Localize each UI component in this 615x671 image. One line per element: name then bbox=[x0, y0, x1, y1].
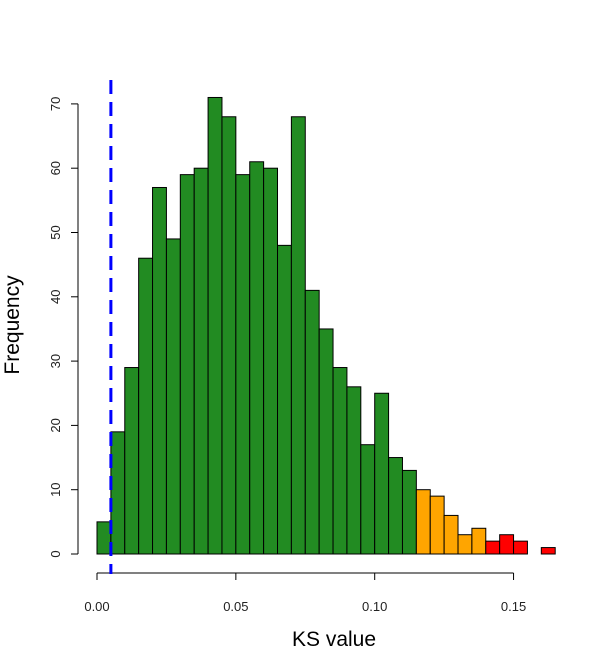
x-tick-label: 0.05 bbox=[223, 599, 248, 614]
histogram-bar bbox=[96, 521, 112, 555]
histogram-bar bbox=[499, 534, 515, 555]
x-tick-label: 0.15 bbox=[501, 599, 526, 614]
histogram-bar bbox=[124, 367, 140, 555]
y-tick-label: 20 bbox=[48, 418, 63, 432]
histogram-bar bbox=[249, 161, 265, 555]
histogram-bar bbox=[540, 547, 556, 555]
histogram-bar bbox=[415, 489, 431, 555]
histogram-bar bbox=[263, 167, 279, 555]
histogram-bar bbox=[277, 244, 292, 555]
histogram-bar bbox=[235, 174, 251, 555]
histogram-bar bbox=[207, 96, 223, 555]
histogram-bar bbox=[110, 431, 126, 555]
x-tick-label: 0.10 bbox=[362, 599, 387, 614]
x-tick-label: 0.00 bbox=[84, 599, 109, 614]
histogram-bar bbox=[318, 328, 334, 555]
y-tick-label: 10 bbox=[48, 482, 63, 496]
histogram-bar bbox=[193, 167, 209, 555]
histogram-bar bbox=[165, 238, 181, 555]
x-axis-title: KS value bbox=[292, 628, 376, 651]
histogram-bar bbox=[290, 116, 306, 555]
histogram-bar bbox=[179, 174, 195, 555]
histogram-bar bbox=[152, 186, 167, 555]
histogram-bar bbox=[374, 392, 390, 555]
histogram-bar bbox=[332, 367, 348, 555]
y-tick-label: 60 bbox=[48, 161, 63, 175]
histogram-bar bbox=[388, 457, 403, 555]
y-tick-label: 0 bbox=[48, 550, 63, 557]
bars-group bbox=[96, 96, 556, 555]
y-tick-label: 40 bbox=[48, 290, 63, 304]
x-axis: 0.00 0.05 0.10 0.15 bbox=[84, 572, 526, 614]
y-tick-label: 50 bbox=[48, 225, 63, 239]
histogram-bar bbox=[429, 495, 445, 555]
histogram-bar bbox=[457, 534, 473, 555]
histogram-bar bbox=[304, 289, 320, 555]
histogram-bar bbox=[471, 527, 487, 555]
histogram-bar bbox=[443, 514, 459, 555]
histogram-bar bbox=[360, 444, 376, 555]
y-axis: 0 10 20 30 40 50 60 70 bbox=[48, 97, 79, 558]
histogram-bar bbox=[346, 386, 362, 555]
y-axis-title: Frequency bbox=[1, 275, 24, 375]
histogram-bar bbox=[513, 540, 528, 555]
y-tick-label: 70 bbox=[48, 97, 63, 111]
histogram-bar bbox=[138, 257, 154, 555]
histogram-bar bbox=[221, 116, 237, 555]
histogram-bar bbox=[485, 540, 501, 555]
histogram-bar bbox=[401, 469, 417, 555]
y-tick-label: 30 bbox=[48, 354, 63, 368]
